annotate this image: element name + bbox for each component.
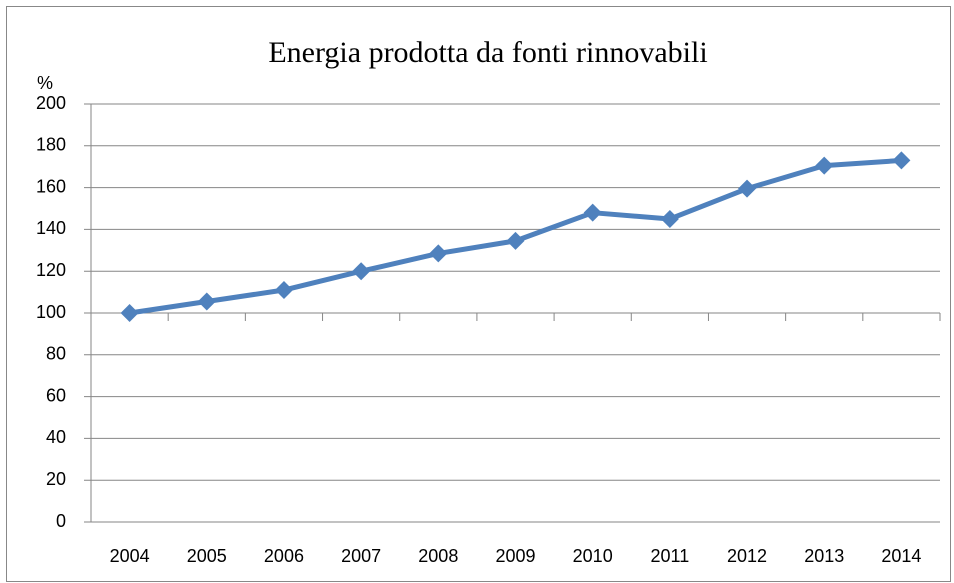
marker (660, 209, 679, 228)
x-tick-label: 2010 (573, 546, 613, 566)
marker (506, 231, 525, 250)
x-tick-label: 2004 (110, 546, 150, 566)
marker (197, 292, 216, 311)
x-tick-label: 2009 (495, 546, 535, 566)
y-tick-label: 20 (46, 469, 66, 489)
y-tick-label: 120 (36, 260, 66, 280)
y-tick-label: 160 (36, 176, 66, 196)
marker (583, 203, 602, 222)
marker (815, 156, 834, 175)
marker (274, 281, 293, 300)
y-tick-label: 80 (46, 344, 66, 364)
x-tick-label: 2012 (727, 546, 767, 566)
chart-border (6, 6, 951, 582)
y-axis-label: % (37, 73, 53, 93)
marker (120, 304, 139, 322)
x-tick-label: 2005 (187, 546, 227, 566)
y-tick-label: 0 (56, 511, 66, 531)
x-tick-label: 2008 (418, 546, 458, 566)
x-tick-label: 2007 (341, 546, 381, 566)
y-tick-label: 140 (36, 218, 66, 238)
y-tick-label: 40 (46, 427, 66, 447)
y-tick-label: 200 (36, 93, 66, 113)
x-tick-label: 2006 (264, 546, 304, 566)
x-tick-label: 2013 (804, 546, 844, 566)
marker (892, 151, 911, 170)
marker (429, 244, 448, 263)
x-tick-label: 2014 (881, 546, 921, 566)
marker (738, 179, 757, 198)
x-tick-label: 2011 (651, 546, 690, 566)
y-tick-label: 100 (36, 302, 66, 322)
y-tick-label: 180 (36, 135, 66, 155)
marker (352, 262, 371, 281)
chart-title: Energia prodotta da fonti rinnovabili (268, 36, 707, 69)
y-tick-label: 60 (46, 385, 66, 405)
